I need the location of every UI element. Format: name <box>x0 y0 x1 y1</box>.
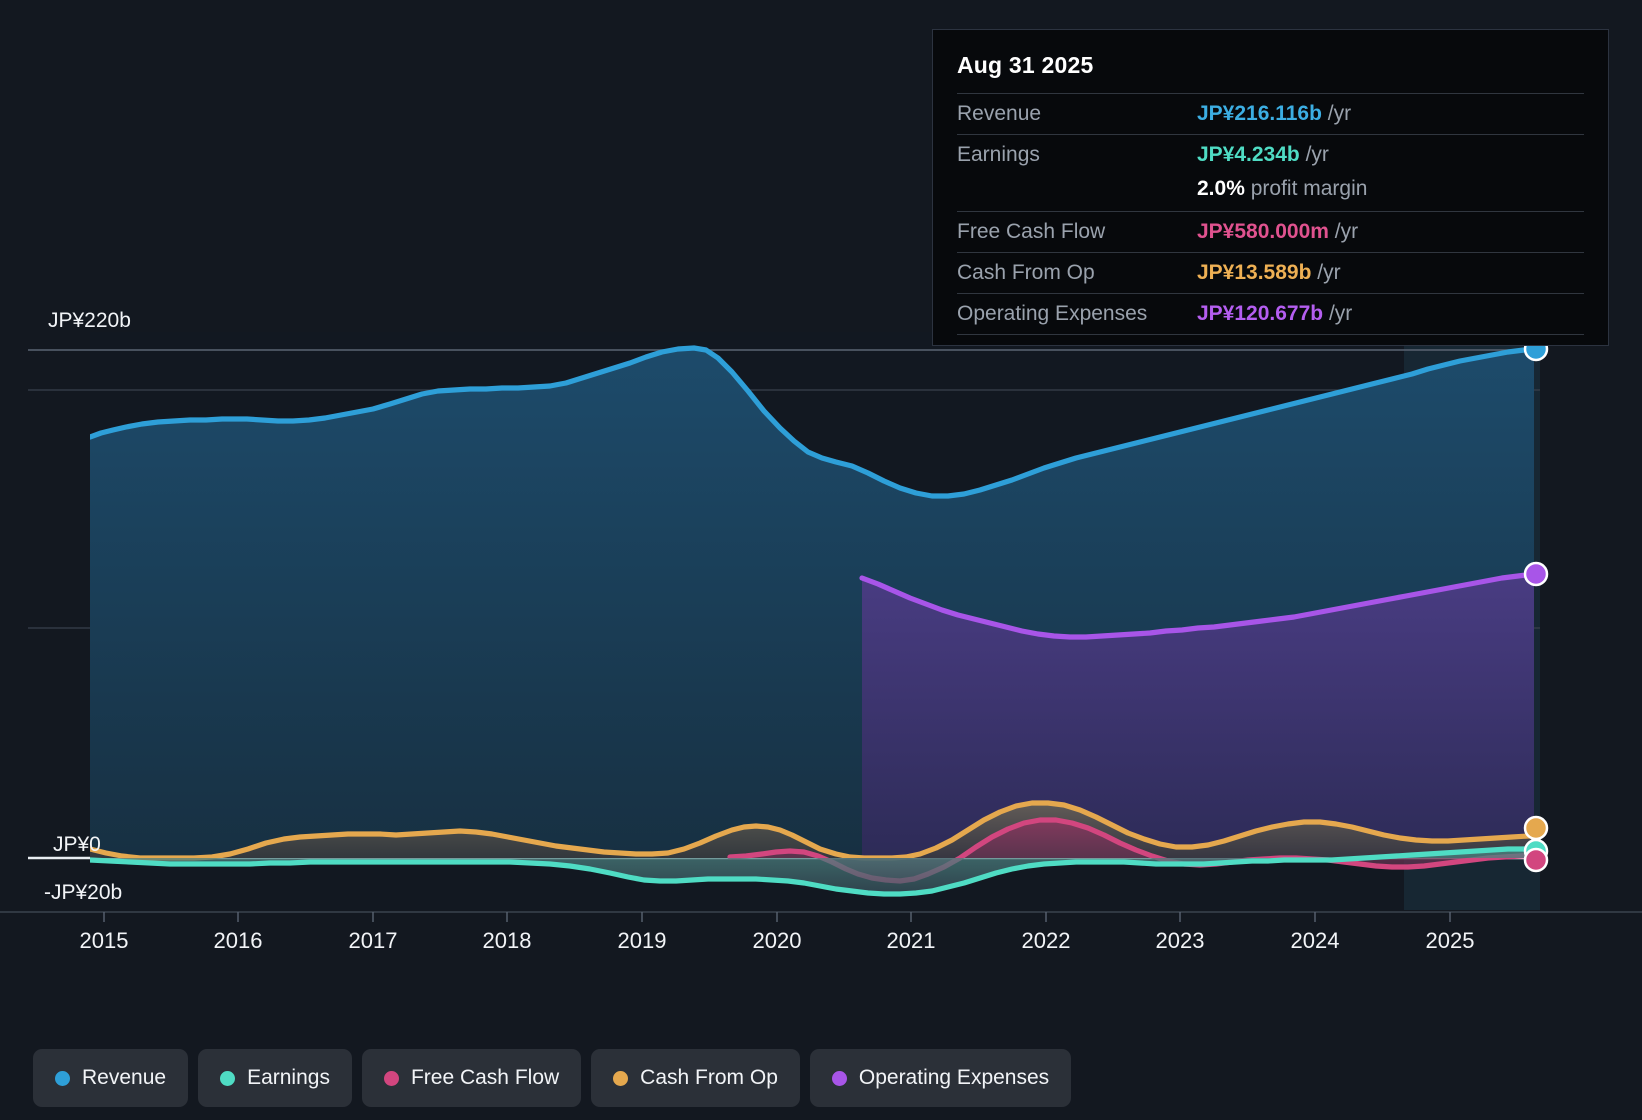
series-line-cash-from-op <box>90 800 1537 861</box>
tooltip-row-operating-expenses: Operating Expenses JP¥120.677b /yr <box>957 293 1584 335</box>
y-axis-label-bottom: -JP¥20b <box>44 881 122 904</box>
profit-margin-value: 2.0% <box>1197 177 1245 200</box>
x-tick-2019: 2019 <box>618 928 667 953</box>
x-tick-2017: 2017 <box>349 928 398 953</box>
legend-item-operating-expenses[interactable]: Operating Expenses <box>809 1049 1072 1107</box>
y-axis-label-zero: JP¥0 <box>53 833 101 856</box>
tooltip-row-profit-margin: 2.0% profit margin <box>957 175 1584 212</box>
tooltip-suffix-revenue: /yr <box>1321 102 1352 125</box>
tooltip-label-operating-expenses: Operating Expenses <box>957 302 1148 325</box>
tooltip-value-revenue: JP¥216.116b /yr <box>1197 94 1584 135</box>
legend-label-revenue: Revenue <box>82 1066 167 1089</box>
x-tick-2021: 2021 <box>887 928 936 953</box>
x-tick-2022: 2022 <box>1022 928 1071 953</box>
tooltip-num-free-cash-flow: JP¥580.000m <box>1197 220 1329 243</box>
x-tick-2016: 2016 <box>214 928 263 953</box>
legend-label-cash-from-op: Cash From Op <box>640 1066 778 1089</box>
series-group <box>90 345 1537 897</box>
x-tick-2025: 2025 <box>1426 928 1475 953</box>
legend-dot-cash-from-op-icon <box>613 1070 629 1086</box>
tooltip-num-revenue: JP¥216.116b <box>1197 102 1322 125</box>
series-area-cash-from-op <box>90 803 1534 858</box>
tooltip-value-cash-from-op: JP¥13.589b /yr <box>1197 253 1584 294</box>
tooltip-num-earnings: JP¥4.234b <box>1197 143 1300 166</box>
legend-item-free-cash-flow[interactable]: Free Cash Flow <box>361 1049 582 1107</box>
tooltip-label-earnings: Earnings <box>957 143 1040 166</box>
x-tick-2023: 2023 <box>1156 928 1205 953</box>
profit-margin-label: profit margin <box>1250 177 1368 200</box>
legend-item-cash-from-op[interactable]: Cash From Op <box>591 1049 800 1107</box>
tooltip-value-operating-expenses: JP¥120.677b /yr <box>1197 294 1584 335</box>
tooltip-row-free-cash-flow: Free Cash Flow JP¥580.000m /yr <box>957 211 1584 253</box>
x-axis-tick-labels: 2015 2016 2017 2018 2019 2020 2021 2022 … <box>80 928 1475 953</box>
legend-label-free-cash-flow: Free Cash Flow <box>410 1066 560 1089</box>
legend-dot-operating-expenses-icon <box>831 1070 847 1086</box>
legend-item-revenue[interactable]: Revenue <box>33 1049 189 1107</box>
x-axis-ticks <box>103 912 1451 922</box>
tooltip-label-profit-margin-blank <box>957 175 1197 212</box>
tooltip-suffix-operating-expenses: /yr <box>1323 302 1353 325</box>
tooltip-row-revenue: Revenue JP¥216.116b /yr <box>957 93 1584 135</box>
tooltip-label-cash-from-op: Cash From Op <box>957 261 1095 284</box>
y-axis-label-top: JP¥220b <box>48 309 131 332</box>
x-tick-2024: 2024 <box>1291 928 1340 953</box>
legend-label-operating-expenses: Operating Expenses <box>858 1066 1050 1089</box>
tooltip-value-profit-margin: 2.0% profit margin <box>1197 175 1584 212</box>
tooltip-label-free-cash-flow: Free Cash Flow <box>957 220 1106 243</box>
tooltip-row-earnings: Earnings JP¥4.234b /yr <box>957 134 1584 176</box>
tooltip-suffix-cash-from-op: /yr <box>1311 261 1341 284</box>
tooltip-row-cash-from-op: Cash From Op JP¥13.589b /yr <box>957 252 1584 294</box>
tooltip-date: Aug 31 2025 <box>957 52 1094 78</box>
endpoint-operating-expenses[interactable] <box>1523 561 1549 587</box>
series-area-operating-expenses <box>862 574 1534 858</box>
series-line-revenue <box>90 345 1537 499</box>
series-line-earnings <box>90 845 1537 897</box>
tooltip-num-operating-expenses: JP¥120.677b <box>1197 302 1324 325</box>
tooltip-value-free-cash-flow: JP¥580.000m /yr <box>1197 212 1584 253</box>
tooltip-value-earnings: JP¥4.234b /yr <box>1197 135 1584 176</box>
legend-label-earnings: Earnings <box>247 1066 330 1089</box>
tooltip-num-cash-from-op: JP¥13.589b <box>1197 261 1312 284</box>
tooltip-suffix-free-cash-flow: /yr <box>1328 220 1359 243</box>
legend-item-earnings[interactable]: Earnings <box>198 1049 352 1107</box>
legend-dot-revenue-icon <box>55 1070 70 1086</box>
x-tick-2020: 2020 <box>753 928 802 953</box>
x-tick-2015: 2015 <box>80 928 129 953</box>
tooltip-label-revenue: Revenue <box>957 102 1042 125</box>
data-tooltip: Aug 31 2025 Revenue JP¥216.116b /yr Earn… <box>932 29 1609 346</box>
legend-dot-free-cash-flow-icon <box>383 1070 399 1086</box>
tooltip-suffix-earnings: /yr <box>1299 143 1329 166</box>
x-tick-2018: 2018 <box>483 928 532 953</box>
endpoint-cash-from-op[interactable] <box>1523 815 1549 841</box>
legend-dot-earnings-icon <box>220 1070 236 1086</box>
endpoint-free-cash-flow[interactable] <box>1523 847 1549 873</box>
chart-legend: Revenue Earnings Free Cash Flow Cash Fro… <box>33 1049 1072 1107</box>
tooltip-table: Revenue JP¥216.116b /yr Earnings JP¥4.23… <box>957 93 1584 335</box>
series-line-operating-expenses <box>859 571 1537 640</box>
